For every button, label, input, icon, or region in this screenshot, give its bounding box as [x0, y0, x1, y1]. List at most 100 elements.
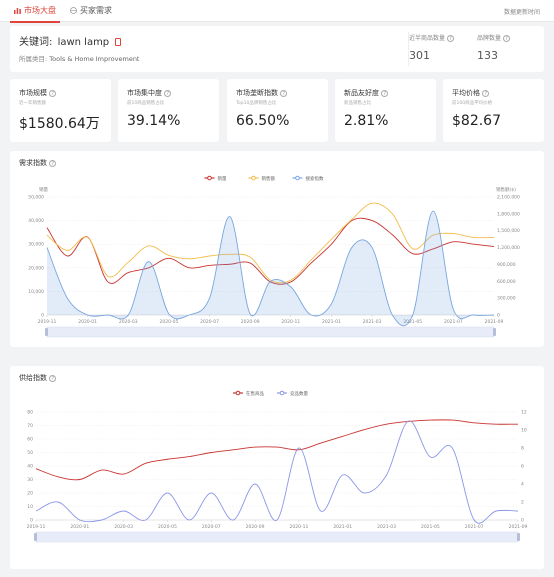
x-tick-label: 2021-03 — [363, 319, 382, 325]
x-tick-label: 2020-09 — [241, 319, 260, 325]
stat-brand-count-value: 133 — [477, 49, 498, 62]
metric-value: 39.14% — [127, 113, 181, 129]
metric-subtitle: 新品销售占比 — [344, 101, 371, 106]
help-icon[interactable]: ? — [49, 374, 57, 382]
stat-product-count: 近半商品数量 ? 301 — [409, 33, 454, 62]
supply-chart: 在售商品 竞品数量 0 10 20 30 40 50 60 70 80 0 2 4 6 8 10 12 2019-1… — [27, 390, 528, 543]
globe-icon — [70, 7, 77, 14]
keyword-value: lawn lamp — [57, 37, 110, 48]
demand-title: 需求指数 — [19, 159, 47, 167]
y-tick-label-right: 8 — [521, 446, 524, 452]
help-icon[interactable]: ? — [164, 89, 172, 97]
help-icon[interactable]: ? — [482, 89, 490, 97]
y-tick-label-left: 40,000 — [28, 218, 44, 224]
metric-subtitle: 前10商品销售占比 — [127, 101, 165, 106]
y-tick-label-left: 0 — [30, 518, 33, 524]
tab-buyer-demand-label: 买家需求 — [80, 6, 112, 15]
zoom-slider[interactable] — [35, 531, 519, 543]
tab-buyer-demand[interactable]: 买家需求 — [70, 5, 112, 16]
series-line-搜索指数 — [46, 210, 495, 327]
supply-index-panel: 供给指数 ? 在售商品 竞品数量 0 10 20 30 40 50 60 70 80 0 2 4 6 8 10 1… — [10, 366, 544, 569]
x-tick-label: 2021-09 — [485, 319, 504, 325]
y-tick-label-left: 20 — [27, 491, 33, 497]
y-tick-label-right: 600,000 — [497, 279, 516, 285]
legend-marker — [295, 175, 300, 181]
demand-index-panel: 需求指数 ? 销量 销售额 搜索指数 销量 销售额($) 0 10,000 20,000 30,… — [10, 151, 544, 347]
bookmark-icon[interactable] — [115, 38, 122, 46]
legend-label: 在售商品 — [246, 390, 264, 397]
metric-card-avg-price: 平均价格 ? 前100商品平均价格 $82.67 — [443, 79, 544, 142]
metric-value: 2.81% — [344, 113, 389, 129]
stat-product-count-value: 301 — [409, 49, 430, 62]
help-icon[interactable]: ? — [49, 89, 57, 97]
zoom-handle-left[interactable] — [34, 533, 37, 541]
keyword-label: 关键词: — [19, 37, 53, 48]
keyword-category: 所属类目: Tools & Home Improvement — [19, 53, 139, 63]
y-tick-label-right: 2,100,000 — [497, 195, 520, 201]
x-tick-label: 2021-09 — [509, 524, 528, 530]
metric-card-market-size: 市场规模 ? 近一年销售额 $1580.64万 — [10, 79, 111, 142]
legend-label: 搜索指数 — [306, 175, 324, 182]
series-line-在售商品 — [35, 419, 519, 481]
x-tick-label: 2020-07 — [202, 524, 221, 530]
series-line-销量 — [46, 217, 495, 285]
x-tick-label: 2020-05 — [158, 524, 177, 530]
y-axis-right-title: 销售额($) — [496, 186, 516, 193]
stat-product-count-label: 近半商品数量 — [409, 35, 446, 42]
y-tick-label-left: 20,000 — [28, 265, 44, 271]
metric-title: 市场垄断指数 — [236, 89, 278, 97]
x-tick-label: 2021-01 — [333, 524, 352, 530]
divider — [408, 32, 409, 66]
y-tick-label-left: 10,000 — [28, 289, 44, 295]
metric-subtitle: 近一年销售额 — [19, 101, 46, 106]
metric-title: 平均价格 — [452, 89, 480, 97]
help-icon[interactable]: ? — [446, 35, 454, 42]
help-icon[interactable]: ? — [381, 89, 389, 97]
x-tick-label: 2019-11 — [27, 524, 46, 530]
y-tick-label-right: 1,200,000 — [497, 245, 520, 251]
x-tick-label: 2021-03 — [377, 524, 396, 530]
x-tick-label: 2020-11 — [281, 319, 300, 325]
legend-label: 竞品数量 — [290, 390, 308, 397]
metric-title: 市场集中度 — [127, 89, 162, 97]
stat-brand-count: 品牌数量 ? 133 — [477, 33, 510, 62]
y-tick-label-right: 300,000 — [497, 296, 516, 302]
x-tick-label: 2020-03 — [114, 524, 133, 530]
help-icon[interactable]: ? — [49, 159, 57, 167]
category-label: 所属类目: — [19, 55, 48, 63]
metric-value: 66.50% — [236, 113, 290, 129]
zoom-handle-right[interactable] — [493, 328, 496, 336]
y-tick-label-left: 80 — [27, 410, 33, 416]
zoom-handle-right[interactable] — [517, 533, 520, 541]
zoom-handle-left[interactable] — [45, 328, 48, 336]
metric-title: 新品友好度 — [344, 89, 379, 97]
legend-marker — [235, 390, 241, 396]
y-tick-label-left: 60 — [27, 437, 33, 443]
y-tick-label-right: 0 — [497, 313, 500, 319]
series-area-搜索指数 — [47, 211, 494, 326]
category-path[interactable]: Tools & Home Improvement — [49, 55, 140, 63]
help-icon[interactable]: ? — [502, 35, 510, 42]
tab-market[interactable]: 市场大盘 — [10, 5, 60, 23]
metric-card-new-product: 新品友好度 ? 新品销售占比 2.81% — [335, 79, 436, 142]
x-tick-label: 2020-05 — [160, 319, 179, 325]
y-tick-label-right: 10 — [521, 428, 527, 434]
y-tick-label-left: 70 — [27, 423, 33, 429]
x-tick-label: 2020-07 — [200, 319, 219, 325]
metric-title: 市场规模 — [19, 89, 47, 97]
series-line-竞品数量 — [35, 420, 519, 524]
x-tick-label: 2021-05 — [403, 319, 422, 325]
y-tick-label-right: 4 — [521, 482, 524, 488]
help-icon[interactable]: ? — [280, 89, 288, 97]
y-tick-label-left: 30,000 — [28, 242, 44, 248]
metric-value: $82.67 — [452, 113, 501, 129]
y-tick-label-left: 0 — [41, 313, 44, 319]
x-tick-label: 2021-07 — [444, 319, 463, 325]
zoom-slider[interactable] — [46, 326, 495, 338]
series-line-销售额 — [46, 202, 495, 284]
supply-title: 供给指数 — [19, 374, 47, 382]
x-tick-label: 2021-07 — [465, 524, 484, 530]
keyword-card: 关键词: lawn lamp 所属类目: Tools & Home Improv… — [10, 26, 544, 72]
legend-marker — [279, 390, 285, 396]
